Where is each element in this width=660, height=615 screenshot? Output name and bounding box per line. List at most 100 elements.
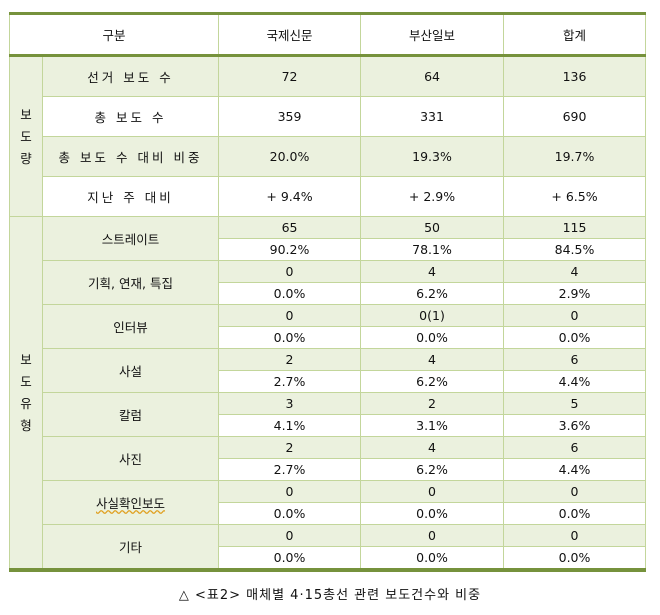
count-cell: 2 [218,348,362,371]
percent-cell: 4.4% [503,458,647,481]
table-row: 0.0% 0.0% 0.0% [10,546,647,571]
table-row: 2.7% 6.2% 4.4% [10,458,647,481]
value-cell: + 9.4% [218,176,362,217]
row-label: 총 보도 수 [41,96,220,137]
count-cell: 4 [360,436,505,459]
percent-cell: 0.0% [360,326,505,349]
count-cell: 6 [503,348,647,371]
table-row: 사설 2 4 6 [10,348,647,393]
value-cell: 72 [218,55,362,97]
percent-cell: 6.2% [360,458,505,481]
percent-cell: 2.7% [218,370,362,393]
value-cell: 64 [360,55,505,97]
value-cell: + 2.9% [360,176,505,217]
count-cell: 0 [360,480,505,503]
count-cell: 0 [218,260,362,283]
value-cell: 19.3% [360,136,505,177]
row-label: 선거 보도 수 [41,55,220,97]
count-cell: 115 [503,216,647,239]
count-cell: 4 [360,260,505,283]
table-row: 칼럼 3 2 5 [10,392,647,437]
percent-cell: 0.0% [218,282,362,305]
count-cell: 0(1) [360,304,505,327]
count-cell: 2 [360,392,505,415]
value-cell: + 6.5% [503,176,647,217]
row-label: 기획, 연재, 특집 [41,260,220,305]
table-row: 2.7% 6.2% 4.4% [10,370,647,393]
row-label: 사실확인보도 [41,480,220,525]
table-caption: △ <표2> 매체별 4·15총선 관련 보도건수와 비중 [178,588,482,603]
count-cell: 0 [218,480,362,503]
count-cell: 50 [360,216,505,239]
table-row: 사진 2 4 6 [10,436,647,481]
percent-cell: 3.6% [503,414,647,437]
table-row: 0.0% 6.2% 2.9% [10,282,647,305]
table-row: 90.2% 78.1% 84.5% [10,238,647,261]
percent-cell: 0.0% [503,502,647,525]
percent-cell: 4.4% [503,370,647,393]
count-cell: 5 [503,392,647,415]
count-cell: 65 [218,216,362,239]
count-cell: 3 [218,392,362,415]
percent-cell: 2.7% [218,458,362,481]
header-category: 구분 [8,13,220,57]
row-label: 사진 [41,436,220,481]
table-row: 4.1% 3.1% 3.6% [10,414,647,437]
value-cell: 20.0% [218,136,362,177]
value-cell: 331 [360,96,505,137]
count-cell: 0 [360,524,505,547]
table-row: 총 보도 수 359 331 690 [10,96,647,137]
table-row: 인터뷰 0 0(1) 0 [10,304,647,349]
count-cell: 0 [503,304,647,327]
percent-cell: 0.0% [360,546,505,571]
percent-cell: 90.2% [218,238,362,261]
count-cell: 6 [503,436,647,459]
table-row: 0.0% 0.0% 0.0% [10,502,647,525]
table-row: 지난 주 대비 + 9.4% + 2.9% + 6.5% [10,176,647,217]
percent-cell: 0.0% [218,546,362,571]
count-cell: 2 [218,436,362,459]
header-row: 구분 국제신문 부산일보 합계 [8,13,647,57]
value-cell: 19.7% [503,136,647,177]
value-cell: 690 [503,96,647,137]
percent-cell: 78.1% [360,238,505,261]
header-kookje: 국제신문 [218,13,362,57]
header-total: 합계 [503,13,647,57]
value-cell: 136 [503,55,647,97]
count-cell: 4 [360,348,505,371]
row-label: 사설 [41,348,220,393]
percent-cell: 4.1% [218,414,362,437]
count-cell: 0 [503,524,647,547]
value-cell: 359 [218,96,362,137]
percent-cell: 0.0% [503,546,647,571]
percent-cell: 0.0% [360,502,505,525]
percent-cell: 0.0% [218,502,362,525]
table-row: 총 보도 수 대비 비중 20.0% 19.3% 19.7% [10,136,647,177]
row-label: 인터뷰 [41,304,220,349]
percent-cell: 0.0% [218,326,362,349]
row-label: 지난 주 대비 [41,176,220,217]
table-row: 보 도 량 선거 보도 수 72 64 136 [9,55,647,217]
percent-cell: 6.2% [360,370,505,393]
row-label: 기타 [41,524,220,571]
header-busan: 부산일보 [360,13,505,57]
count-cell: 0 [503,480,647,503]
count-cell: 4 [503,260,647,283]
percent-cell: 0.0% [503,326,647,349]
table-row: 사실확인보도 0 0 0 [10,480,647,525]
count-cell: 0 [218,524,362,547]
table-row: 보 도 유 형 스트레이트 65 50 115 [9,216,647,571]
row-label: 칼럼 [41,392,220,437]
count-cell: 0 [218,304,362,327]
row-label: 스트레이트 [41,216,220,261]
percent-cell: 2.9% [503,282,647,305]
table-row: 기타 0 0 0 [10,524,647,571]
percent-cell: 6.2% [360,282,505,305]
percent-cell: 84.5% [503,238,647,261]
percent-cell: 3.1% [360,414,505,437]
row-label: 총 보도 수 대비 비중 [41,136,220,177]
table-row: 기획, 연재, 특집 0 4 4 [10,260,647,305]
